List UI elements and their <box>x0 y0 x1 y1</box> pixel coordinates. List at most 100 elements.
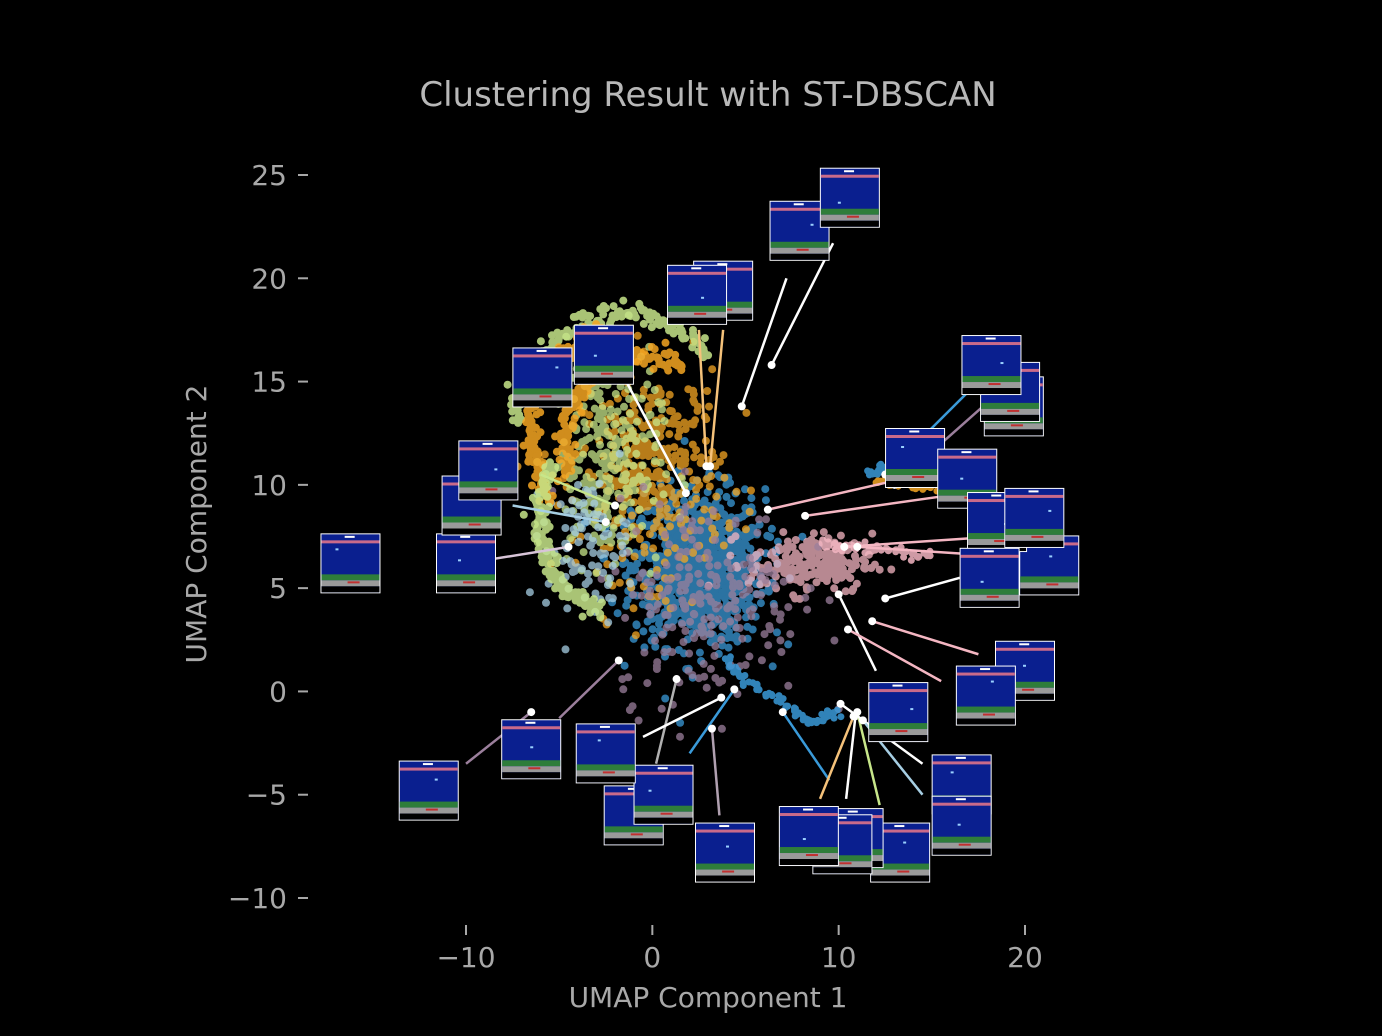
data-point <box>661 596 670 605</box>
data-point <box>596 538 605 547</box>
data-point <box>580 444 589 453</box>
thumbnail-oxygen-bar <box>660 812 673 815</box>
thumbnail-oxygen-bar <box>897 870 910 873</box>
data-point <box>775 564 784 573</box>
data-point <box>596 440 604 449</box>
data-point <box>697 453 706 462</box>
thumbnail-surface-bar <box>779 813 838 817</box>
data-point <box>664 584 673 593</box>
data-point <box>621 613 630 622</box>
annotation-4 <box>625 380 690 498</box>
frame-thumbnail <box>885 428 946 489</box>
data-point <box>757 656 766 665</box>
data-point <box>608 561 617 570</box>
data-point <box>744 578 753 587</box>
data-point <box>708 524 717 533</box>
thumbnail-sprite <box>555 366 559 369</box>
data-point <box>536 337 545 346</box>
x-tick-label: −10 <box>436 941 495 974</box>
thumbnail-seabed <box>932 836 991 843</box>
data-point <box>686 617 695 626</box>
data-point <box>657 704 666 713</box>
data-point <box>819 528 828 537</box>
data-point <box>738 531 747 540</box>
data-point <box>753 528 762 537</box>
data-point <box>798 532 807 541</box>
data-point <box>615 531 624 540</box>
data-point <box>598 459 607 468</box>
data-point <box>786 630 795 639</box>
thumbnail-seabed <box>576 764 635 771</box>
data-point <box>741 572 750 581</box>
data-point <box>719 622 728 631</box>
data-point <box>602 429 611 438</box>
data-point <box>689 326 697 334</box>
data-point <box>755 685 763 693</box>
thumbnail-oxygen-bar <box>463 581 476 584</box>
data-point <box>596 305 605 314</box>
thumbnail-footer <box>604 838 663 845</box>
data-point <box>629 476 638 485</box>
data-point <box>651 636 659 645</box>
thumbnail-footer <box>984 429 1043 436</box>
data-point <box>735 624 744 632</box>
data-point <box>571 528 580 537</box>
data-point <box>615 449 624 458</box>
data-point <box>841 587 850 596</box>
data-point <box>596 613 605 622</box>
data-point <box>615 578 624 587</box>
data-point <box>633 559 642 568</box>
annotation-line <box>837 593 878 672</box>
thumbnail-footer <box>513 400 572 407</box>
thumbnail-sprite <box>458 559 461 562</box>
thumbnail-surface-bar <box>574 331 633 335</box>
data-point <box>692 446 701 455</box>
data-point <box>661 530 670 539</box>
data-point <box>739 673 747 681</box>
data-point <box>712 492 721 501</box>
data-point <box>613 609 622 618</box>
data-point <box>733 613 742 622</box>
thumbnail-footer <box>574 377 633 384</box>
data-point <box>648 399 657 408</box>
data-point <box>585 411 594 420</box>
data-point <box>721 655 729 663</box>
data-point <box>622 519 631 528</box>
data-point <box>712 550 721 559</box>
data-point <box>696 599 705 608</box>
y-tick-label: −5 <box>246 779 287 812</box>
thumbnail-footer <box>960 600 1019 607</box>
annotation-line <box>804 493 951 518</box>
data-point <box>706 664 715 673</box>
data-point <box>849 585 858 593</box>
thumbnail-oxygen-bar <box>912 476 925 479</box>
data-point <box>803 551 812 560</box>
data-point <box>532 410 541 419</box>
data-point <box>671 451 680 460</box>
data-point <box>576 520 585 529</box>
data-point <box>687 522 696 531</box>
data-point <box>710 651 719 660</box>
data-point <box>739 560 748 569</box>
thumbnail-footer <box>871 875 930 882</box>
frame-thumbnail <box>573 324 634 385</box>
data-point <box>655 619 663 628</box>
thumbnail-seabed <box>813 855 872 862</box>
data-point <box>758 567 767 576</box>
data-point <box>601 530 610 539</box>
data-point <box>867 564 876 572</box>
data-point <box>777 648 786 656</box>
thumbnail-sprite <box>802 838 806 841</box>
data-point <box>685 649 694 658</box>
data-point <box>731 516 740 525</box>
data-point <box>697 622 706 631</box>
plot-area <box>320 167 1080 883</box>
annotation-1 <box>767 242 835 370</box>
thumbnail-sprite <box>434 778 438 781</box>
data-point <box>597 574 606 583</box>
data-point <box>717 635 726 644</box>
thumbnail-score <box>717 263 728 266</box>
data-point <box>552 559 561 568</box>
data-point <box>614 463 623 472</box>
data-point <box>595 511 604 519</box>
